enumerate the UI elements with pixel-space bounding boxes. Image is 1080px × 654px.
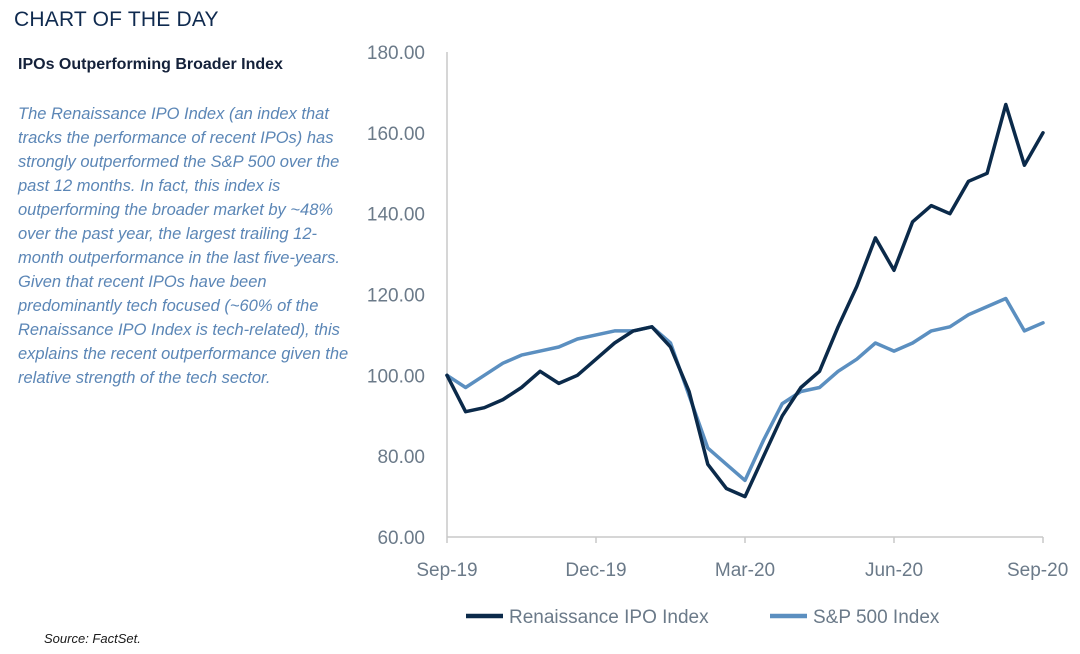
y-tick-label: 80.00 xyxy=(377,447,425,468)
x-tick-label: Dec-19 xyxy=(565,560,626,581)
y-tick-label: 100.00 xyxy=(367,366,425,387)
chart-of-the-day-label: CHART OF THE DAY xyxy=(14,8,219,31)
chart-subtitle: IPOs Outperforming Broader Index xyxy=(18,56,283,73)
series-line-sp500 xyxy=(445,296,1045,483)
chart-axes xyxy=(446,52,1044,543)
y-tick-label: 160.00 xyxy=(367,124,425,145)
y-tick-labels: 60.00 80.00 100.00 120.00 140.00 160.00 180.00 xyxy=(367,43,425,549)
y-tick-label: 120.00 xyxy=(367,286,425,307)
y-tick-label: 140.00 xyxy=(367,205,425,226)
legend-label: S&P 500 Index xyxy=(813,607,940,628)
series-line-renaissance-ipo xyxy=(445,102,1045,499)
series-lines xyxy=(445,102,1045,499)
y-tick-label: 180.00 xyxy=(367,43,425,64)
x-tick-label: Sep-20 xyxy=(1007,560,1068,581)
x-tick-label: Mar-20 xyxy=(715,560,775,581)
chart-description: The Renaissance IPO Index (an index that… xyxy=(18,105,349,387)
chart-legend: Renaissance IPO Index S&P 500 Index xyxy=(466,607,940,628)
x-tick-labels: Sep-19 Dec-19 Mar-20 Jun-20 Sep-20 xyxy=(416,560,1068,581)
source-note: Source: FactSet. xyxy=(44,631,141,646)
legend-label: Renaissance IPO Index xyxy=(509,607,709,628)
y-tick-label: 60.00 xyxy=(377,528,425,549)
x-tick-label: Jun-20 xyxy=(865,560,923,581)
x-tick-label: Sep-19 xyxy=(416,560,477,581)
